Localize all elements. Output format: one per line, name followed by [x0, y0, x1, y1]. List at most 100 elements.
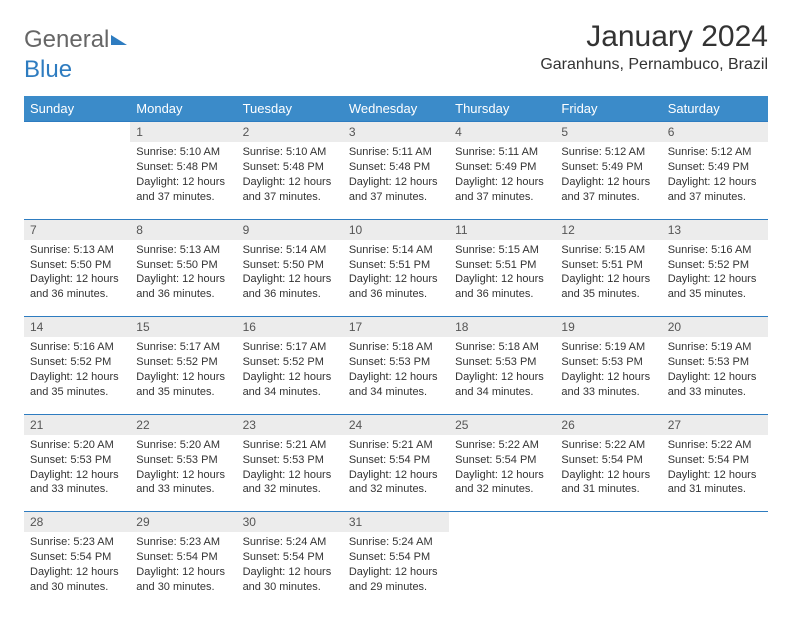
sunset-text: Sunset: 5:52 PM [30, 355, 124, 370]
day-cell: Sunrise: 5:13 AMSunset: 5:50 PMDaylight:… [24, 240, 130, 317]
day-cell: Sunrise: 5:16 AMSunset: 5:52 PMDaylight:… [662, 240, 768, 317]
sunrise-text: Sunrise: 5:16 AM [30, 340, 124, 355]
day-cell: Sunrise: 5:11 AMSunset: 5:48 PMDaylight:… [343, 142, 449, 219]
d1-text: Daylight: 12 hours [561, 370, 655, 385]
day-number: 22 [130, 414, 236, 435]
d2-text: and 30 minutes. [243, 580, 337, 595]
d1-text: Daylight: 12 hours [668, 370, 762, 385]
d2-text: and 32 minutes. [243, 482, 337, 497]
day-cell: Sunrise: 5:18 AMSunset: 5:53 PMDaylight:… [449, 337, 555, 414]
day-cell: Sunrise: 5:22 AMSunset: 5:54 PMDaylight:… [662, 435, 768, 512]
day-cell: Sunrise: 5:20 AMSunset: 5:53 PMDaylight:… [130, 435, 236, 512]
d2-text: and 33 minutes. [668, 385, 762, 400]
d1-text: Daylight: 12 hours [136, 468, 230, 483]
day-cell: Sunrise: 5:23 AMSunset: 5:54 PMDaylight:… [130, 532, 236, 608]
d2-text: and 33 minutes. [136, 482, 230, 497]
day-number-row: 21222324252627 [24, 414, 768, 435]
sunset-text: Sunset: 5:54 PM [455, 453, 549, 468]
day-number: 30 [237, 512, 343, 533]
day-number: 16 [237, 317, 343, 338]
d1-text: Daylight: 12 hours [561, 175, 655, 190]
day-cell: Sunrise: 5:19 AMSunset: 5:53 PMDaylight:… [662, 337, 768, 414]
sunrise-text: Sunrise: 5:14 AM [349, 243, 443, 258]
sunset-text: Sunset: 5:48 PM [136, 160, 230, 175]
sunrise-text: Sunrise: 5:22 AM [561, 438, 655, 453]
d2-text: and 33 minutes. [30, 482, 124, 497]
sunrise-text: Sunrise: 5:11 AM [455, 145, 549, 160]
day-number-row: 123456 [24, 122, 768, 143]
day-info-row: Sunrise: 5:13 AMSunset: 5:50 PMDaylight:… [24, 240, 768, 317]
d2-text: and 33 minutes. [561, 385, 655, 400]
sunset-text: Sunset: 5:53 PM [349, 355, 443, 370]
day-number: 2 [237, 122, 343, 143]
day-number: 12 [555, 219, 661, 240]
d1-text: Daylight: 12 hours [349, 468, 443, 483]
sunset-text: Sunset: 5:48 PM [243, 160, 337, 175]
sunset-text: Sunset: 5:51 PM [455, 258, 549, 273]
sunrise-text: Sunrise: 5:12 AM [668, 145, 762, 160]
d1-text: Daylight: 12 hours [136, 175, 230, 190]
d1-text: Daylight: 12 hours [136, 565, 230, 580]
d1-text: Daylight: 12 hours [243, 272, 337, 287]
sunset-text: Sunset: 5:54 PM [668, 453, 762, 468]
sunrise-text: Sunrise: 5:10 AM [136, 145, 230, 160]
d1-text: Daylight: 12 hours [349, 565, 443, 580]
day-number: 23 [237, 414, 343, 435]
day-number: 9 [237, 219, 343, 240]
sunset-text: Sunset: 5:49 PM [561, 160, 655, 175]
day-number [449, 512, 555, 533]
d2-text: and 35 minutes. [561, 287, 655, 302]
day-number: 20 [662, 317, 768, 338]
logo-triangle-icon [111, 35, 127, 45]
sunrise-text: Sunrise: 5:23 AM [136, 535, 230, 550]
day-number: 29 [130, 512, 236, 533]
sunrise-text: Sunrise: 5:19 AM [561, 340, 655, 355]
d2-text: and 35 minutes. [668, 287, 762, 302]
day-cell: Sunrise: 5:12 AMSunset: 5:49 PMDaylight:… [555, 142, 661, 219]
day-cell: Sunrise: 5:10 AMSunset: 5:48 PMDaylight:… [237, 142, 343, 219]
day-number: 15 [130, 317, 236, 338]
weekday-header: Thursday [449, 96, 555, 122]
day-cell: Sunrise: 5:16 AMSunset: 5:52 PMDaylight:… [24, 337, 130, 414]
day-cell: Sunrise: 5:19 AMSunset: 5:53 PMDaylight:… [555, 337, 661, 414]
day-number [555, 512, 661, 533]
sunrise-text: Sunrise: 5:17 AM [136, 340, 230, 355]
d1-text: Daylight: 12 hours [349, 370, 443, 385]
day-number: 21 [24, 414, 130, 435]
d1-text: Daylight: 12 hours [30, 272, 124, 287]
day-number-row: 14151617181920 [24, 317, 768, 338]
d2-text: and 30 minutes. [30, 580, 124, 595]
sunset-text: Sunset: 5:53 PM [243, 453, 337, 468]
sunrise-text: Sunrise: 5:22 AM [668, 438, 762, 453]
d2-text: and 29 minutes. [349, 580, 443, 595]
day-cell: Sunrise: 5:17 AMSunset: 5:52 PMDaylight:… [130, 337, 236, 414]
day-cell: Sunrise: 5:11 AMSunset: 5:49 PMDaylight:… [449, 142, 555, 219]
day-cell: Sunrise: 5:17 AMSunset: 5:52 PMDaylight:… [237, 337, 343, 414]
page-title: January 2024 [540, 20, 768, 54]
sunset-text: Sunset: 5:52 PM [136, 355, 230, 370]
day-cell: Sunrise: 5:15 AMSunset: 5:51 PMDaylight:… [449, 240, 555, 317]
sunset-text: Sunset: 5:54 PM [349, 550, 443, 565]
d1-text: Daylight: 12 hours [668, 272, 762, 287]
sunset-text: Sunset: 5:53 PM [455, 355, 549, 370]
d2-text: and 36 minutes. [349, 287, 443, 302]
sunset-text: Sunset: 5:48 PM [349, 160, 443, 175]
sunset-text: Sunset: 5:51 PM [349, 258, 443, 273]
weekday-header: Sunday [24, 96, 130, 122]
d2-text: and 34 minutes. [455, 385, 549, 400]
sunrise-text: Sunrise: 5:19 AM [668, 340, 762, 355]
d2-text: and 32 minutes. [455, 482, 549, 497]
day-number: 13 [662, 219, 768, 240]
d1-text: Daylight: 12 hours [136, 272, 230, 287]
sunset-text: Sunset: 5:54 PM [349, 453, 443, 468]
day-info-row: Sunrise: 5:10 AMSunset: 5:48 PMDaylight:… [24, 142, 768, 219]
d1-text: Daylight: 12 hours [349, 272, 443, 287]
day-cell: Sunrise: 5:24 AMSunset: 5:54 PMDaylight:… [343, 532, 449, 608]
day-cell: Sunrise: 5:23 AMSunset: 5:54 PMDaylight:… [24, 532, 130, 608]
day-number: 28 [24, 512, 130, 533]
sunrise-text: Sunrise: 5:15 AM [561, 243, 655, 258]
day-info-row: Sunrise: 5:16 AMSunset: 5:52 PMDaylight:… [24, 337, 768, 414]
d1-text: Daylight: 12 hours [455, 468, 549, 483]
sunset-text: Sunset: 5:53 PM [30, 453, 124, 468]
sunset-text: Sunset: 5:54 PM [561, 453, 655, 468]
